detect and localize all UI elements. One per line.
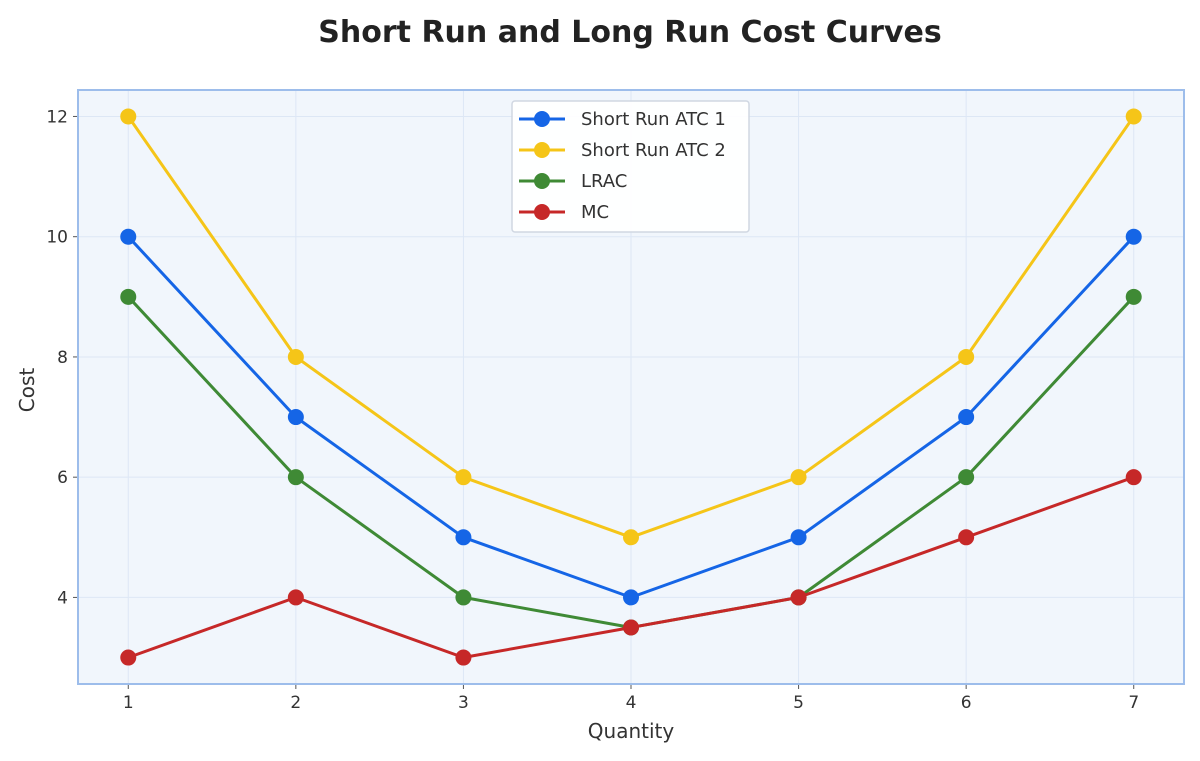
- x-axis-label: Quantity: [588, 719, 675, 743]
- x-tick-label: 6: [961, 693, 972, 713]
- series-short-run-atc-1: [120, 228, 1142, 606]
- x-tick-label: 1: [123, 693, 134, 713]
- legend-entry: Short Run ATC 2: [519, 140, 726, 161]
- legend-marker: [534, 204, 550, 220]
- y-tick-label: 8: [57, 348, 68, 368]
- x-tick-label: 5: [793, 693, 804, 713]
- grid: [78, 90, 1184, 684]
- data-point-short-run-atc-2: [1125, 108, 1142, 125]
- legend-label: Short Run ATC 2: [581, 140, 726, 161]
- y-tick-label: 12: [46, 107, 68, 127]
- x-tick-label: 7: [1128, 693, 1139, 713]
- data-point-short-run-atc-1: [958, 409, 975, 426]
- legend-marker: [534, 111, 550, 127]
- data-point-mc: [455, 649, 472, 666]
- legend-entry: Short Run ATC 1: [519, 109, 726, 130]
- x-tick-label: 3: [458, 693, 469, 713]
- data-point-short-run-atc-2: [958, 348, 975, 365]
- legend-label: MC: [581, 202, 609, 223]
- data-point-lrac: [1125, 288, 1142, 305]
- x-tick-label: 2: [290, 693, 301, 713]
- data-point-lrac: [958, 469, 975, 486]
- data-point-short-run-atc-1: [623, 589, 639, 606]
- y-tick-label: 10: [46, 228, 68, 248]
- data-point-short-run-atc-1: [790, 529, 807, 546]
- legend-marker: [534, 173, 550, 189]
- legend: Short Run ATC 1 Short Run ATC 2 LRAC MC: [511, 100, 750, 233]
- data-point-mc: [287, 589, 304, 606]
- data-point-mc: [790, 589, 807, 606]
- legend-entry: LRAC: [519, 171, 627, 192]
- data-point-lrac: [120, 288, 137, 305]
- data-point-short-run-atc-1: [120, 228, 137, 245]
- legend-entry: MC: [519, 202, 609, 223]
- legend-label: Short Run ATC 1: [581, 109, 726, 130]
- legend-box: [511, 100, 750, 233]
- data-point-mc: [623, 619, 639, 636]
- y-axis-label: Cost: [15, 368, 39, 413]
- data-point-mc: [1125, 469, 1142, 486]
- legend-marker: [534, 142, 550, 158]
- data-point-lrac: [287, 469, 304, 486]
- data-point-short-run-atc-2: [623, 529, 639, 546]
- data-point-short-run-atc-2: [120, 108, 137, 125]
- series-short-run-atc-2: [120, 108, 1142, 546]
- data-point-mc: [958, 529, 975, 546]
- data-point-short-run-atc-2: [790, 469, 807, 486]
- data-point-short-run-atc-1: [1125, 228, 1142, 245]
- data-point-short-run-atc-2: [455, 469, 472, 486]
- plot-border: [77, 89, 1185, 685]
- data-point-mc: [120, 649, 137, 666]
- data-point-short-run-atc-1: [455, 529, 472, 546]
- x-tick-label: 4: [626, 693, 637, 713]
- legend-label: LRAC: [581, 171, 627, 192]
- chart-title: Short Run and Long Run Cost Curves: [318, 15, 941, 50]
- data-point-short-run-atc-2: [287, 348, 304, 365]
- series-mc: [120, 469, 1142, 666]
- y-tick-label: 4: [57, 588, 68, 608]
- data-point-lrac: [455, 589, 472, 606]
- series-lines: [120, 108, 1142, 666]
- y-tick-label: 6: [57, 468, 68, 488]
- data-point-short-run-atc-1: [287, 409, 304, 426]
